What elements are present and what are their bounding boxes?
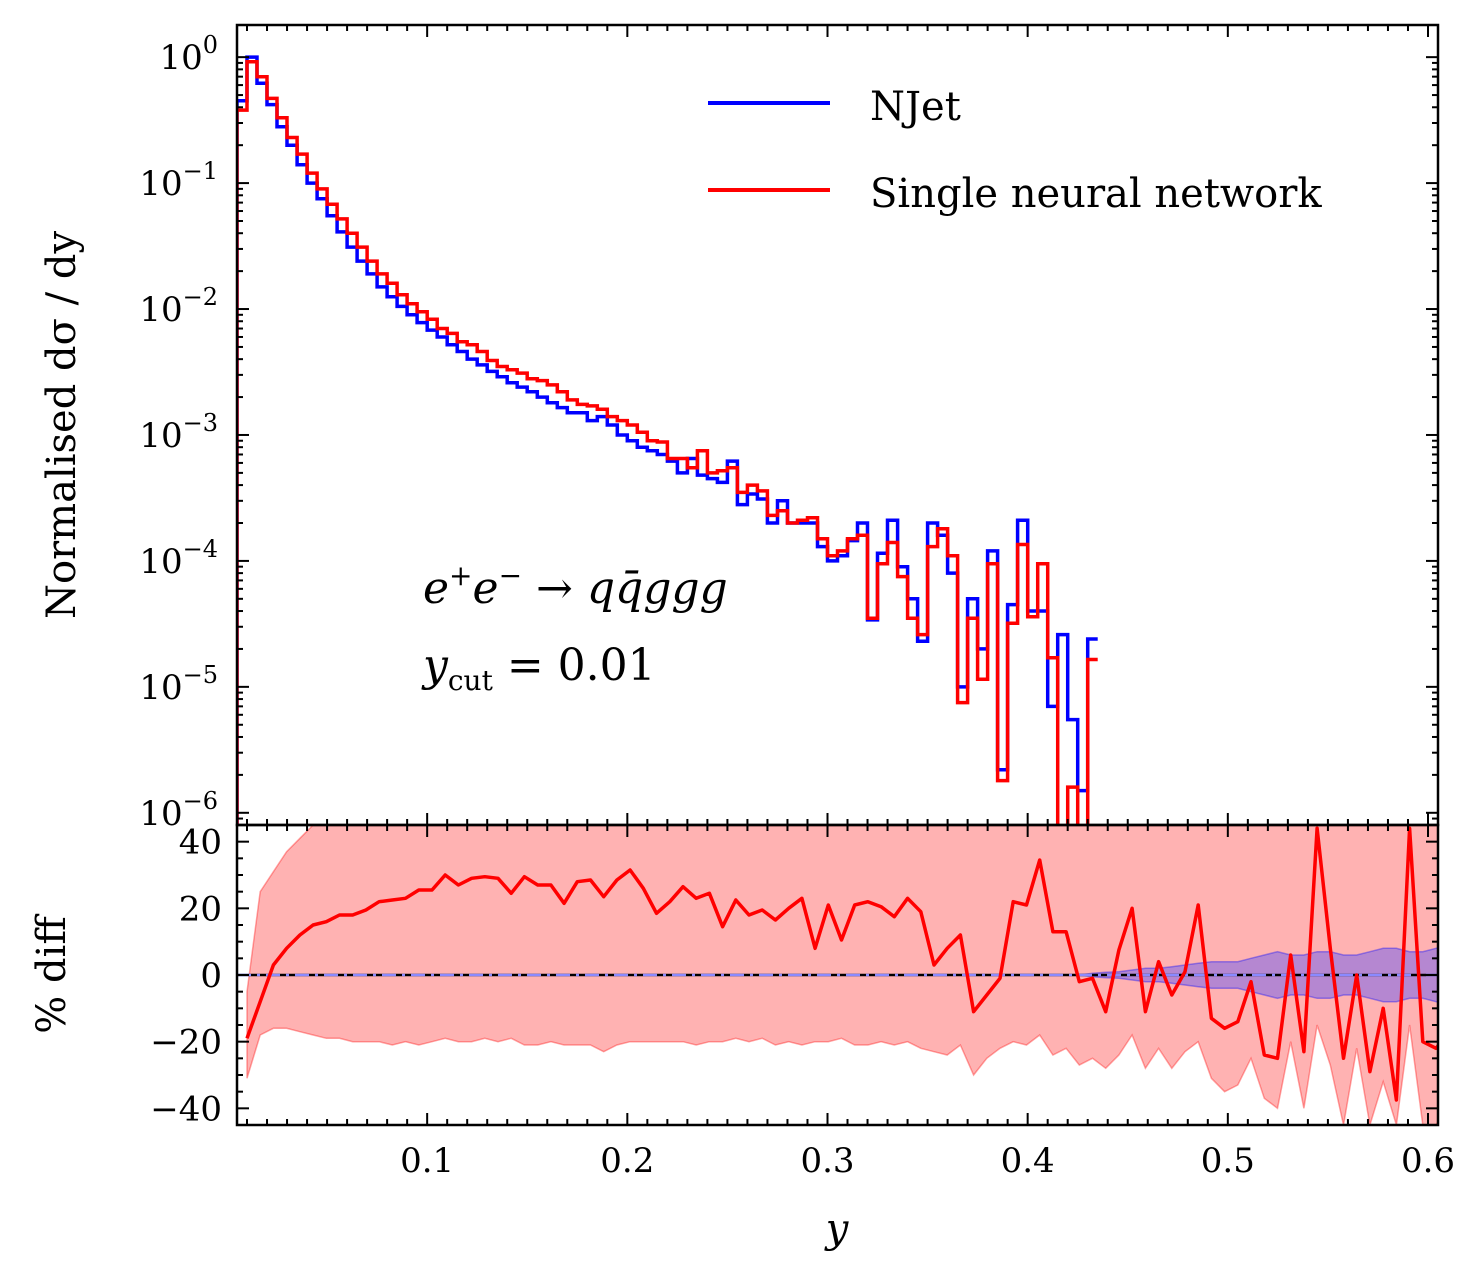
main-ticks <box>237 25 1438 826</box>
xtick-label: 0.6 <box>1401 1141 1455 1181</box>
ratio-ytick-label: 40 <box>179 823 222 863</box>
main-ytick-label: 10−3 <box>139 409 218 456</box>
process-sup1: + <box>449 559 472 592</box>
main-ytick-label: 10−4 <box>139 535 218 582</box>
ratio-ylabel: % diff <box>29 914 75 1034</box>
process-final-state: qq̄ggg <box>587 563 728 614</box>
main-ytick-label: 10−6 <box>139 787 218 834</box>
legend-label-nn: Single neural network <box>870 171 1322 217</box>
xtick-label: 0.2 <box>600 1141 654 1181</box>
legend: NJet Single neural network <box>708 84 1322 217</box>
main-ytick-label: 100 <box>159 31 218 78</box>
process-annotation: e+e− → qq̄ggg ycut = 0.01 <box>421 559 728 697</box>
ycut-var: y <box>421 640 449 691</box>
ycut-sub: cut <box>448 664 494 697</box>
main-ytick-label: 10−1 <box>139 157 218 204</box>
main-ylabel: Normalised dσ / dy <box>39 231 85 620</box>
main-ytick-labels: 100 10−1 10−2 10−3 10−4 10−5 10−6 <box>139 31 218 834</box>
ycut-value: = 0.01 <box>493 640 656 691</box>
ratio-series-group <box>237 825 1438 1125</box>
xtick-label: 0.3 <box>800 1141 854 1181</box>
xlabel: y <box>824 1206 850 1252</box>
ratio-ytick-label: −20 <box>150 1023 222 1063</box>
main-panel: 100 10−1 10−2 10−3 10−4 10−5 10−6 <box>139 23 1440 834</box>
ycut-label: ycut = 0.01 <box>421 640 656 697</box>
ratio-ticks <box>237 825 1438 1125</box>
xtick-label: 0.5 <box>1201 1141 1255 1181</box>
ratio-panel: 40 20 0 −20 −40 0.1 0.2 0.3 0.4 0.5 0.6 <box>150 823 1455 1181</box>
ratio-ytick-label: 20 <box>179 889 222 929</box>
nn-ratio-line <box>245 826 1438 1102</box>
process-sup2: − <box>499 559 522 592</box>
ratio-ytick-label: −40 <box>150 1089 222 1129</box>
main-ytick-label: 10−2 <box>139 283 218 330</box>
process-e1: e <box>423 563 449 614</box>
xtick-label: 0.4 <box>1001 1141 1055 1181</box>
xtick-label: 0.1 <box>400 1141 454 1181</box>
process-e2: e <box>473 563 499 614</box>
process-label: e+e− → qq̄ggg <box>423 559 728 614</box>
step-line <box>237 59 1098 825</box>
process-arrow: → <box>522 563 587 614</box>
legend-label-njet: NJet <box>870 84 961 130</box>
ratio-ytick-labels: 40 20 0 −20 −40 <box>150 823 222 1130</box>
series-single-neural-network <box>237 59 1098 825</box>
xtick-labels: 0.1 0.2 0.3 0.4 0.5 0.6 <box>400 1141 1455 1181</box>
main-series-group <box>237 55 1098 825</box>
main-ytick-label: 10−5 <box>139 661 218 708</box>
ratio-ytick-label: 0 <box>200 956 222 996</box>
